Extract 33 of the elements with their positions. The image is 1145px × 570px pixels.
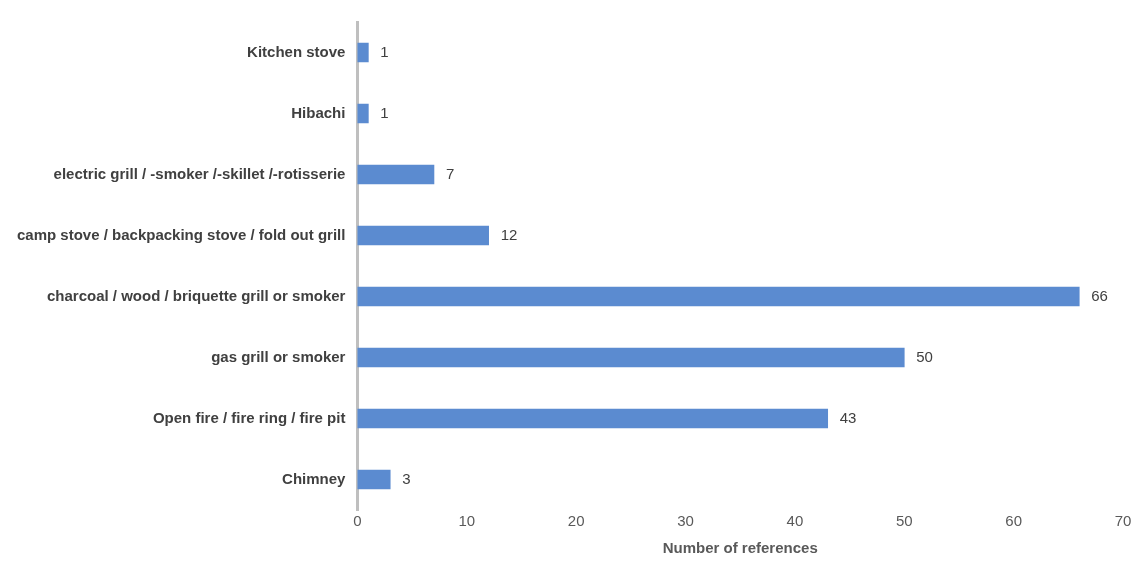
y-tick-label: Hibachi — [291, 103, 346, 121]
data-label: 1 — [380, 103, 389, 121]
bar — [357, 286, 1080, 307]
y-tick-label: camp stove / backpacking stove / fold out grill — [16, 225, 346, 243]
y-tick-label: Chimney — [282, 469, 347, 487]
data-label: 3 — [402, 469, 411, 487]
data-label: 50 — [916, 347, 933, 365]
data-label: 12 — [500, 225, 518, 243]
bar — [357, 225, 489, 246]
x-tick-label: 30 — [677, 512, 694, 530]
y-tick-label: Kitchen stove — [247, 42, 346, 60]
data-label: 43 — [839, 408, 857, 426]
bar — [357, 42, 369, 63]
x-tick-label: 60 — [1005, 512, 1022, 530]
y-tick-label: Open fire / fire ring / fire pit — [152, 408, 346, 426]
x-tick-label: 10 — [458, 512, 476, 530]
x-tick-label: 0 — [353, 512, 362, 530]
y-tick-label: electric grill / -smoker /-skillet /-rotisserie — [53, 164, 346, 182]
bar — [357, 469, 391, 490]
x-tick-label: 40 — [786, 512, 804, 530]
y-tick-label: charcoal / wood / briquette grill or smoker — [47, 286, 346, 304]
data-label: 7 — [445, 164, 455, 182]
x-axis-title: Number of references — [662, 539, 818, 557]
y-tick-label: gas grill or smoker — [211, 347, 346, 365]
x-tick-label: 20 — [567, 512, 585, 530]
data-label: 1 — [380, 42, 389, 60]
x-tick-label: 70 — [1114, 512, 1132, 530]
bar — [357, 347, 905, 368]
data-label: 66 — [1091, 286, 1108, 304]
bar — [357, 408, 829, 429]
bar — [357, 164, 435, 185]
bar — [357, 103, 369, 124]
x-tick-label: 50 — [895, 512, 913, 530]
